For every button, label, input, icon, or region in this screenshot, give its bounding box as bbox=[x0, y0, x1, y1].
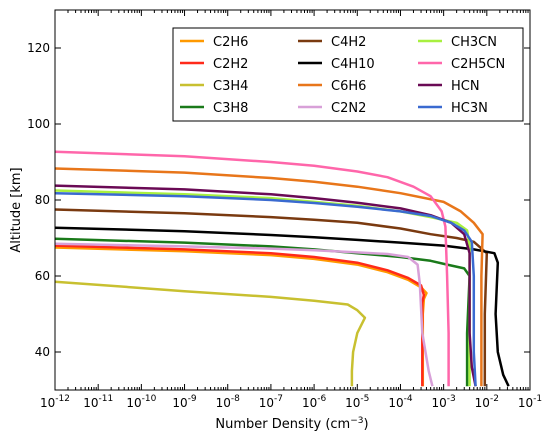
legend-label: CH3CN bbox=[451, 35, 497, 50]
x-tick-label: 10-1 bbox=[518, 394, 542, 410]
series-line-c2h2 bbox=[55, 244, 426, 387]
series-line-c4h10 bbox=[55, 226, 510, 387]
legend-item-c6h6: C6H6 bbox=[298, 79, 366, 94]
legend-label: HC3N bbox=[451, 101, 488, 116]
x-tick-label: 10-6 bbox=[302, 394, 327, 410]
legend-item-c2h5cn: C2H5CN bbox=[418, 57, 505, 72]
x-tick-label: 10-12 bbox=[40, 394, 70, 410]
plot-area bbox=[55, 150, 510, 387]
legend-item-c4h2: C4H2 bbox=[298, 35, 366, 50]
x-tick-label: 10-10 bbox=[126, 394, 156, 410]
series-line-c2n2 bbox=[55, 242, 434, 387]
series-line-c2h5cn bbox=[55, 150, 450, 387]
legend-item-ch3cn: CH3CN bbox=[418, 35, 497, 50]
x-axis-label-close: ) bbox=[364, 417, 369, 432]
legend-item-c3h4: C3H4 bbox=[180, 79, 248, 94]
y-tick-label: 40 bbox=[35, 345, 50, 359]
legend-label: C2H6 bbox=[213, 35, 248, 50]
x-tick-label: 10-4 bbox=[388, 394, 413, 410]
series-line-c3h4 bbox=[55, 280, 367, 387]
legend-label: C6H6 bbox=[331, 79, 366, 94]
legend-item-c2h6: C2H6 bbox=[180, 35, 248, 50]
x-tick-label: 10-8 bbox=[216, 394, 241, 410]
series-lines bbox=[55, 150, 510, 387]
legend-label: C4H10 bbox=[331, 57, 375, 72]
legend-label: C4H2 bbox=[331, 35, 366, 50]
series-line-hc3n bbox=[55, 191, 477, 387]
series-line-c4h2 bbox=[55, 208, 489, 387]
x-tick-label: 10-11 bbox=[83, 394, 113, 410]
x-tick-label: 10-9 bbox=[172, 394, 197, 410]
y-tick-label: 60 bbox=[35, 269, 50, 283]
legend-box bbox=[172, 27, 524, 122]
axes: 10-12 10-11 10-10 10-9 10-8 10-7 10-6 10-5 10-4 1… bbox=[27, 9, 542, 410]
legend-label: HCN bbox=[451, 79, 480, 94]
series-line-c6h6 bbox=[55, 167, 484, 387]
legend-label: C2H2 bbox=[213, 57, 248, 72]
x-axis-label: Number Density (cm−3) bbox=[215, 416, 368, 432]
series-line-c2h6 bbox=[55, 246, 428, 387]
x-axis-label-exp: −3 bbox=[350, 416, 363, 426]
series-line-c3h8 bbox=[55, 237, 471, 387]
y-tick-label: 120 bbox=[27, 41, 50, 55]
legend-label: C3H8 bbox=[213, 101, 248, 116]
legend-item-c4h10: C4H10 bbox=[298, 57, 375, 72]
legend-item-c2n2: C2N2 bbox=[298, 101, 366, 116]
legend: C2H6 C2H2 C3H4 C3H8 C4H2 C4H10 C6H6 C2N2 CH3CN C2… bbox=[172, 27, 524, 122]
legend-label: C2N2 bbox=[331, 101, 366, 116]
y-tick-label: 100 bbox=[27, 117, 50, 131]
x-tick-label: 10-2 bbox=[475, 394, 499, 410]
x-axis-label-main: Number Density (cm bbox=[215, 417, 350, 432]
x-tick-label: 10-3 bbox=[432, 394, 456, 410]
legend-label: C2H5CN bbox=[451, 57, 505, 72]
y-tick-label: 80 bbox=[35, 193, 50, 207]
legend-item-hc3n: HC3N bbox=[418, 101, 488, 116]
legend-item-hcn: HCN bbox=[418, 79, 480, 94]
x-tick-label: 10-7 bbox=[259, 394, 283, 410]
y-axis-label: Altitude [km] bbox=[9, 167, 24, 252]
x-tick-label: 10-5 bbox=[345, 394, 369, 410]
legend-item-c3h8: C3H8 bbox=[180, 101, 248, 116]
series-line-ch3cn bbox=[55, 189, 471, 387]
legend-item-c2h2: C2H2 bbox=[180, 57, 248, 72]
legend-label: C3H4 bbox=[213, 79, 248, 94]
